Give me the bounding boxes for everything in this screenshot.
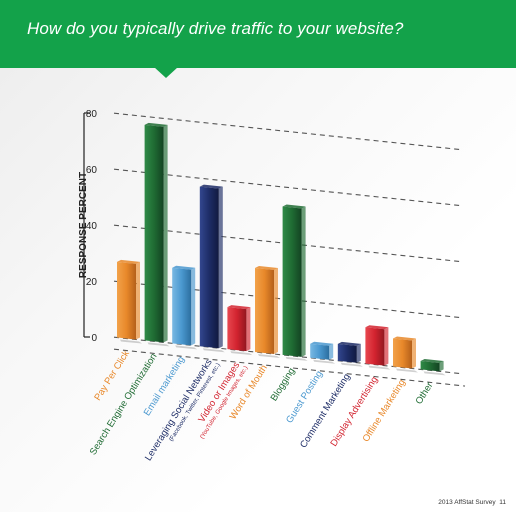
footer: 2013 AffStat Survey 11 [438,499,506,506]
bar-front [365,327,385,366]
bar-front [393,338,412,369]
bar-front [172,267,192,346]
bar-shadow [175,345,198,350]
bar-front [420,361,440,372]
bar-top [310,341,334,346]
bar [420,359,446,376]
y-axis-label: RESPONSE PERCENT [78,172,89,278]
bar-side [439,360,444,372]
bar-side [136,261,140,340]
baseline [113,348,466,387]
bar-top [199,184,223,189]
bar-front [117,261,136,340]
bar-shadow [258,354,280,359]
bar-shadow [202,348,225,353]
bar [393,336,418,373]
bar-side [412,338,416,369]
bar [310,341,336,364]
bar-shadow [120,339,142,344]
category-label: Blogging [269,366,298,403]
bar-side [356,343,361,363]
bar-shadow [313,359,336,364]
bar-top [255,266,278,271]
bar-top [282,204,306,209]
bar-front [282,206,302,357]
bar-front [199,186,219,349]
header-banner: How do you typically drive traffic to yo… [0,0,516,68]
bar-front [337,343,357,363]
bar-side [274,268,278,355]
header-pointer [154,67,178,78]
bar-front [310,343,330,360]
bar [227,305,253,356]
bar-shadow [368,365,391,370]
bar-top [420,359,444,363]
bar-top [172,265,196,270]
gridline [113,168,461,207]
bar-top [393,336,416,341]
bar-top [227,305,251,310]
bar-side [329,343,334,360]
bars [117,122,446,376]
bar-top [144,122,168,127]
bar [144,122,170,347]
bar-shadow [147,342,170,347]
footer-source: 2013 AffStat Survey [438,499,496,506]
bar-side [163,124,168,343]
gridline [113,112,461,151]
bar-side [384,327,389,366]
bar-side [301,206,306,357]
bar-top [117,259,140,264]
bar-side [246,307,251,352]
y-axis: 0 20 40 60 80 RESPONSE PERCENT [78,109,97,344]
bar-shadow [340,362,363,367]
bar-top [365,325,389,330]
gridlines [113,112,466,387]
y-tick-label: 80 [86,109,98,120]
bar [199,184,225,353]
chart-title: How do you typically drive traffic to yo… [27,19,404,38]
gridline [113,336,461,375]
bar [365,325,391,370]
category-label: Other [414,380,436,406]
bar [255,266,280,359]
y-tick-label: 60 [86,165,98,176]
y-tick-label: 20 [86,277,98,288]
bar-shadow [423,371,446,376]
bar [337,341,363,367]
bar-side [191,267,196,346]
bar [117,259,142,344]
page-number: 11 [499,499,506,506]
bar-front [227,307,247,352]
y-tick-label: 40 [86,221,98,232]
bar-top [337,341,361,346]
bar [282,204,308,361]
bar-front [144,124,164,343]
bar [172,265,198,350]
y-tick-label: 0 [91,333,97,344]
bar-shadow [230,351,253,356]
bar-shadow [285,356,308,361]
bar-side [218,186,223,349]
bar-front [255,268,274,355]
bar-shadow [396,368,418,373]
